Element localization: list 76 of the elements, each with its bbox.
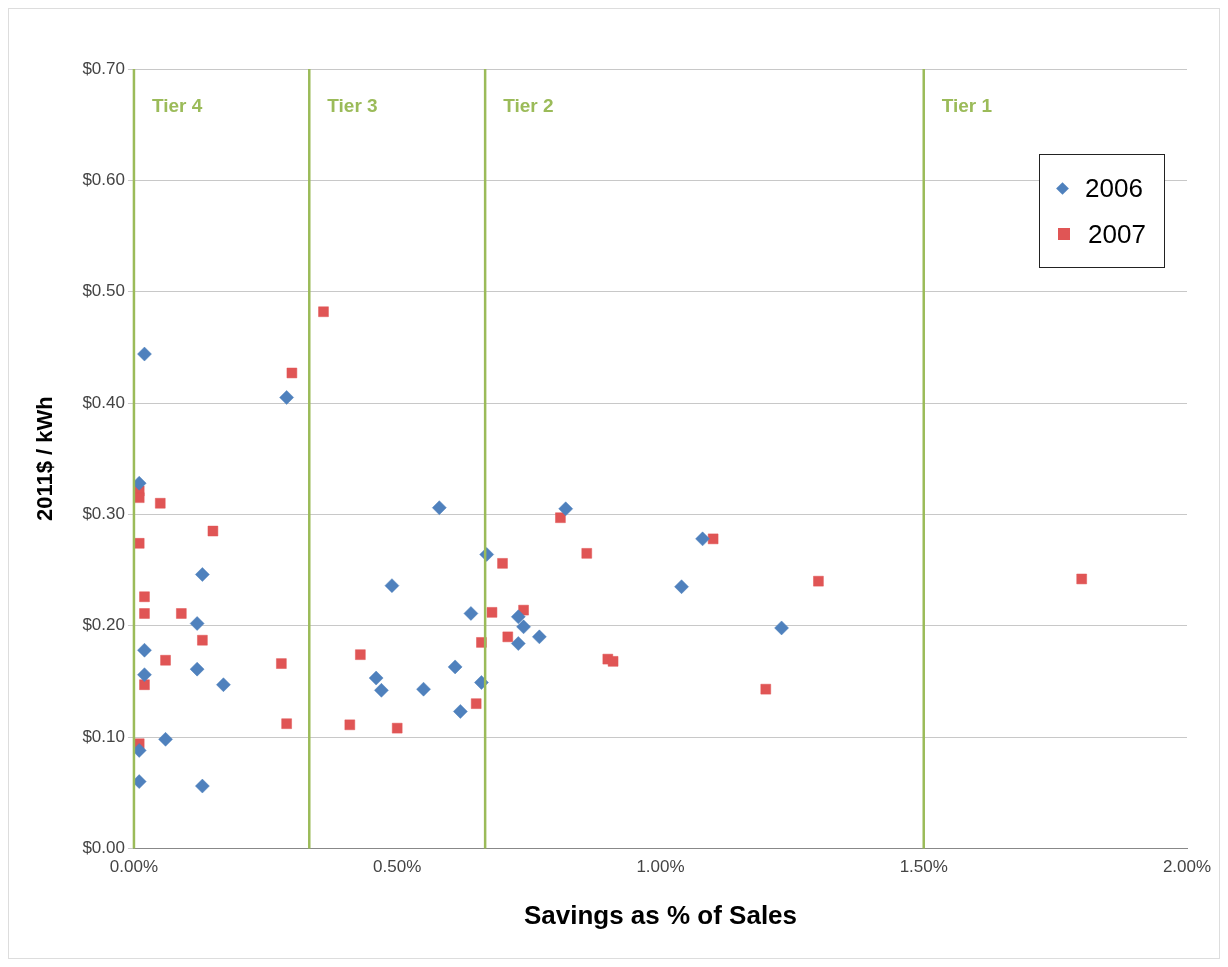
point [447, 659, 463, 675]
ref-line-label: Tier 1 [941, 95, 993, 117]
point [581, 548, 592, 559]
point [139, 591, 150, 602]
point [197, 634, 208, 646]
ref-line-label: Tier 4 [151, 95, 203, 117]
y-tick-label: $0.40 [82, 392, 125, 412]
point [432, 500, 447, 515]
point [155, 498, 166, 509]
point [139, 608, 150, 619]
x-tick-label: 1.50% [899, 857, 948, 877]
point [189, 616, 205, 631]
point [133, 774, 147, 789]
point [176, 608, 187, 619]
y-axis-title: 2011$ / kWh [32, 396, 58, 522]
ref-line-label: Tier 2 [503, 95, 554, 117]
point [497, 558, 508, 569]
x-tick-label: 1.00% [636, 857, 685, 877]
point [1076, 573, 1087, 585]
point [453, 704, 468, 719]
point [137, 667, 152, 682]
y-tick-label: $0.30 [82, 504, 125, 524]
point [486, 607, 498, 618]
point [416, 681, 431, 697]
point [502, 631, 513, 643]
point [355, 649, 366, 660]
point [463, 606, 479, 621]
x-axis-title: Savings as % of Sales [523, 899, 798, 930]
point [139, 679, 150, 690]
x-tick-label: 0.00% [109, 857, 159, 877]
point [195, 778, 210, 794]
point [207, 525, 219, 537]
x-tick-label: 0.50% [373, 857, 422, 877]
point [555, 512, 566, 523]
point [695, 531, 710, 547]
y-tick-label: $0.10 [82, 726, 125, 746]
point [374, 683, 389, 698]
y-tick-label: $0.70 [82, 58, 125, 78]
y-tick-label: $0.20 [82, 615, 125, 635]
point [133, 475, 147, 491]
point [707, 533, 719, 545]
point [774, 620, 789, 636]
legend-label: 2006 [1085, 172, 1143, 205]
point [813, 575, 824, 587]
point [511, 609, 526, 625]
point [532, 629, 547, 645]
ref-line-label: Tier 3 [327, 95, 378, 117]
point [760, 683, 771, 695]
point [516, 619, 531, 635]
point [558, 501, 573, 517]
point [607, 656, 619, 667]
legend-label: 2007 [1088, 218, 1146, 251]
point [137, 346, 152, 362]
y-tick-label: $0.60 [82, 170, 125, 190]
point [368, 670, 384, 686]
y-tick-label: $0.50 [82, 281, 125, 301]
y-tick-label: $0.00 [82, 838, 125, 858]
point [195, 567, 210, 582]
point [133, 743, 147, 758]
point [158, 732, 173, 747]
point [674, 579, 689, 594]
point [318, 306, 329, 317]
point [511, 636, 526, 651]
point [286, 367, 298, 379]
point [137, 642, 152, 658]
point [281, 718, 292, 729]
point [384, 578, 400, 593]
point [392, 722, 403, 734]
point [189, 661, 205, 677]
x-tick-label: 2.00% [1162, 857, 1212, 877]
point [160, 655, 171, 666]
point [276, 658, 287, 669]
point [344, 719, 356, 731]
point [216, 677, 231, 692]
point [279, 390, 294, 405]
point [470, 698, 482, 709]
